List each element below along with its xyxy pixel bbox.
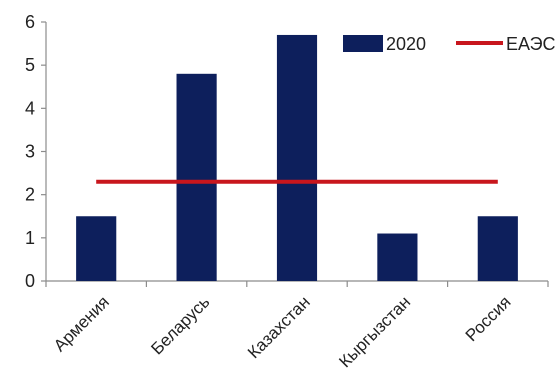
category-label: Беларусь: [147, 292, 213, 358]
y-tick-label: 6: [25, 12, 35, 32]
y-tick-label: 2: [25, 185, 35, 205]
category-label: Россия: [462, 292, 515, 345]
category-labels: Армения Беларусь Казахстан Кыргызстан Россия: [50, 292, 515, 371]
category-label: Казахстан: [244, 292, 314, 362]
axes: [41, 21, 549, 287]
y-tick-label: 0: [25, 271, 35, 291]
y-tick-label: 1: [25, 228, 35, 248]
y-tick-label: 3: [25, 142, 35, 162]
y-tick-labels: 0 1 2 3 4 5 6: [25, 12, 35, 291]
y-tick-label: 5: [25, 55, 35, 75]
y-tick-label: 4: [25, 98, 35, 118]
category-label: Кыргызстан: [335, 292, 414, 371]
bar-4: [377, 233, 418, 281]
bars: [76, 34, 518, 282]
bar-3: [276, 34, 318, 282]
legend-swatch-bar: [343, 35, 383, 52]
category-label: Армения: [50, 292, 113, 355]
legend-label-2020: 2020: [386, 34, 426, 54]
bar-2: [176, 73, 217, 281]
legend-label-eaes: ЕАЭС: [506, 34, 555, 54]
bar-1: [76, 216, 117, 281]
legend: 2020 ЕАЭС: [343, 34, 555, 54]
bar-5: [477, 216, 518, 281]
